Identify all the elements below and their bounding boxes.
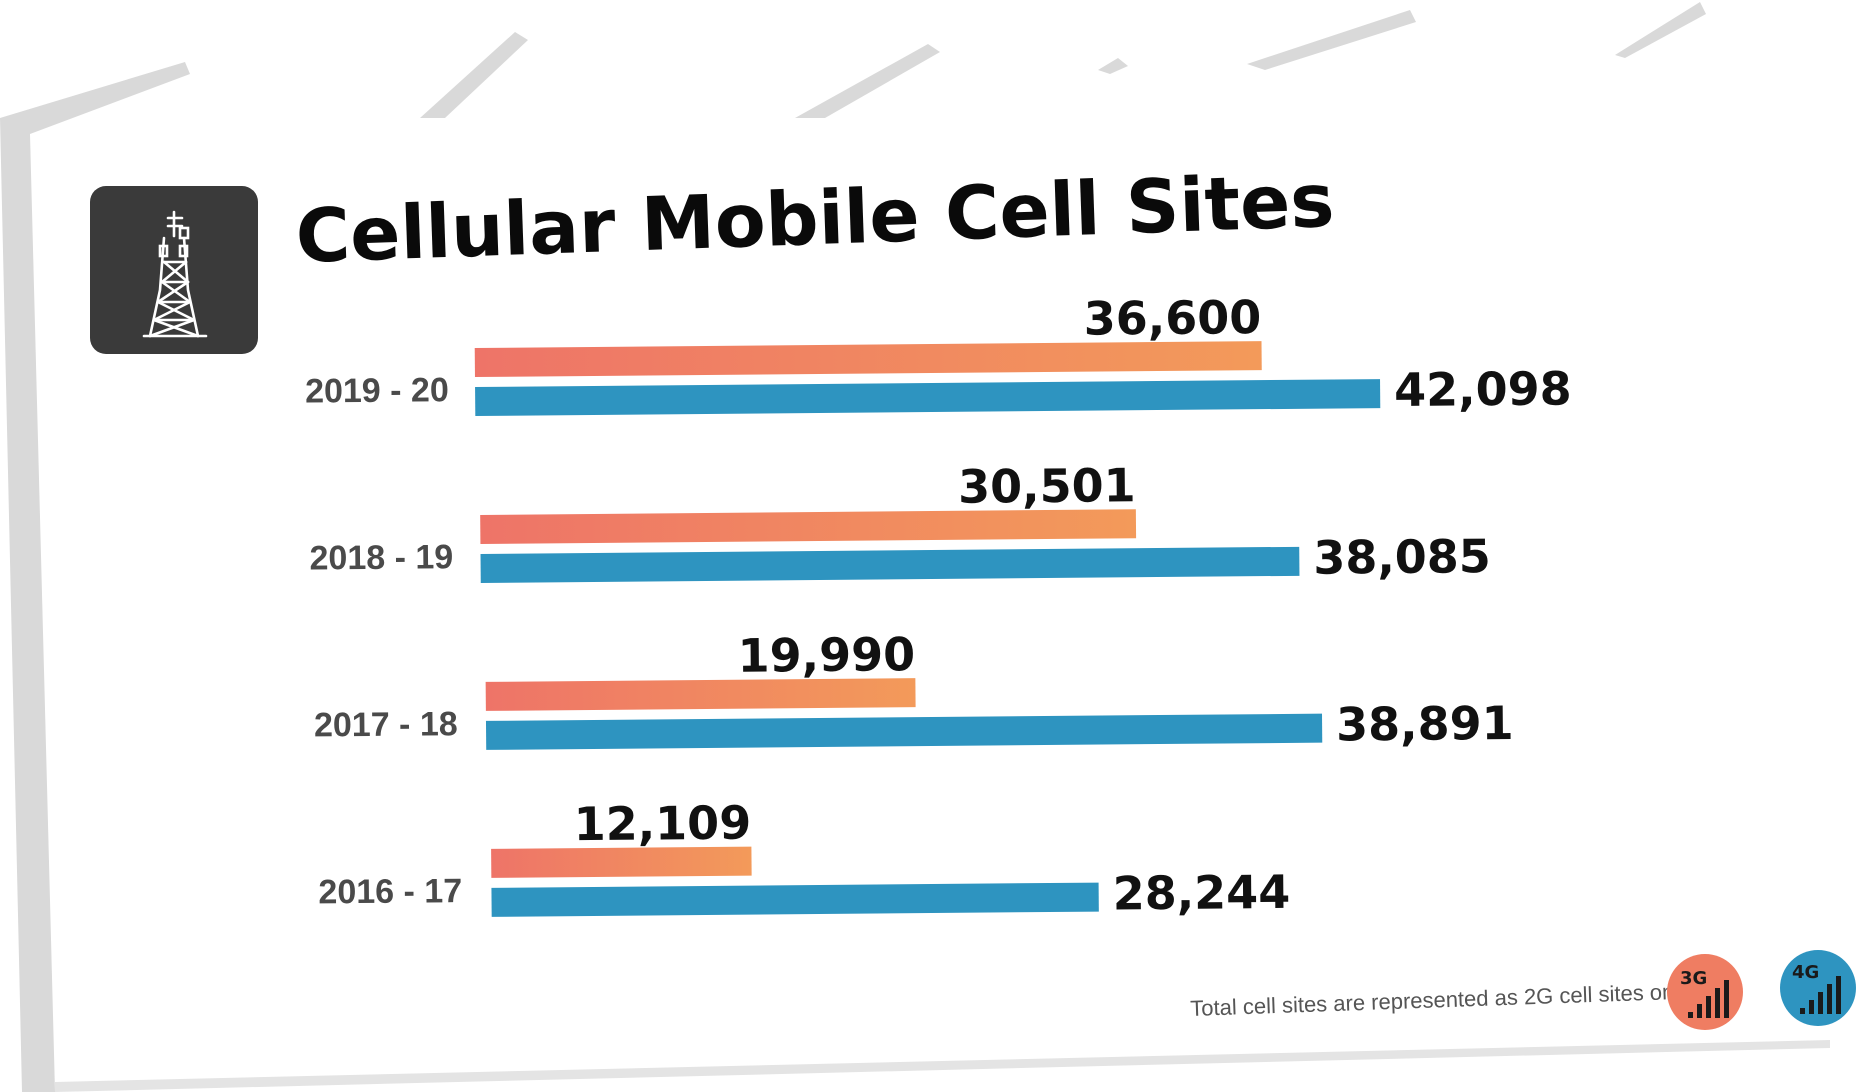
category-label: 2019 - 20 <box>305 371 449 410</box>
data-label: 28,244 <box>1112 865 1290 921</box>
bar-3g <box>480 509 1137 544</box>
category-label: 2016 - 17 <box>318 872 462 911</box>
legend-4g-badge: 4G <box>1780 950 1856 1026</box>
bar-chart-marks: 2019 - 20 36,600 42,098 2018 - 19 30,501 38,0… <box>305 290 1572 921</box>
legend-3g-badge: 3G <box>1667 954 1743 1030</box>
bar-3g <box>491 846 752 878</box>
data-label: 42,098 <box>1394 361 1572 417</box>
data-label: 30,501 <box>958 458 1136 514</box>
signal-bars-icon <box>1688 980 1729 1018</box>
category-label: 2018 - 19 <box>309 538 453 577</box>
header-icon-tile <box>90 186 258 354</box>
data-label: 19,990 <box>737 627 915 683</box>
legend-4g-label: 4G <box>1792 962 1819 983</box>
bar-3g <box>485 678 916 711</box>
bar-4g <box>485 713 1323 750</box>
bar-3g <box>474 341 1262 378</box>
data-label: 38,891 <box>1336 696 1514 752</box>
signal-bars-icon <box>1800 976 1841 1014</box>
data-label: 36,600 <box>1084 290 1262 346</box>
bar-4g <box>475 379 1381 416</box>
data-label: 12,109 <box>573 796 751 852</box>
data-label: 38,085 <box>1313 529 1491 585</box>
legend-3g-label: 3G <box>1680 968 1707 989</box>
footnote: Total cell sites are represented as 2G c… <box>1190 979 1691 1021</box>
bar-4g <box>480 546 1300 583</box>
bar-4g <box>491 882 1099 917</box>
chart-title: Cellular Mobile Cell Sites <box>294 158 1335 280</box>
frame-decoration <box>0 2 1830 1092</box>
cell-tower-icon <box>142 210 208 338</box>
category-label: 2017 - 18 <box>314 705 458 744</box>
